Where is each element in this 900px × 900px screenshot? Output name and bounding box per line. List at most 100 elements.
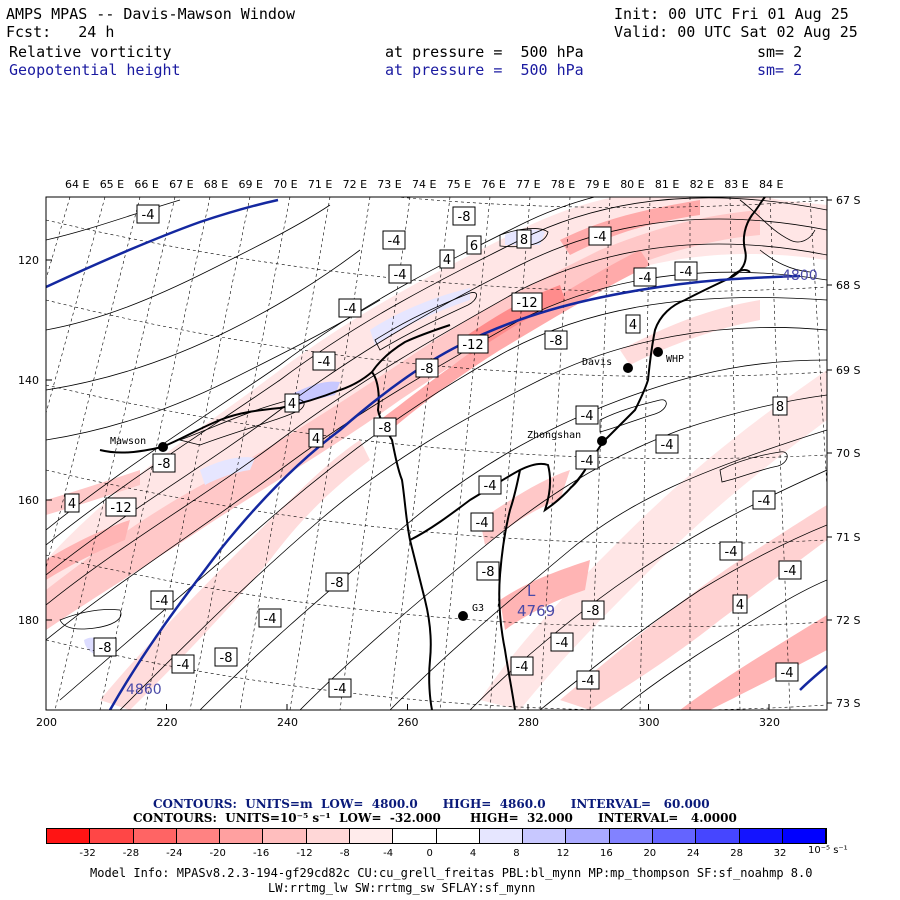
vort-label-box [382,230,406,250]
colorbar [46,828,827,844]
station-dot [653,347,663,357]
height-label-top: 4800 [782,268,818,284]
station-dot [597,436,607,446]
top-tick-label: 64 E [65,178,89,191]
vort-label-box [476,561,500,581]
top-tick-label: 82 E [690,178,714,191]
colorbar-label: -28 [122,848,140,859]
right-tick-label: 72 S [836,614,860,627]
vort-label: 4 [629,318,637,333]
vort-label-box [150,590,174,610]
colorbar-swatch [782,829,827,843]
colorbar-swatch [306,829,350,843]
vort-label: -8 [379,421,392,436]
colorbar-swatch [176,829,221,843]
colorbar-label: 32 [773,848,787,859]
colorbar-swatch [523,829,567,843]
vort-label: -8 [158,457,171,472]
station-label: WHP [666,354,684,365]
low-marker: L [527,582,536,600]
left-tick-label: 160 [18,494,39,507]
top-tick-label: 78 E [551,178,575,191]
right-tick-label: 73 S [836,697,860,710]
vort-label-box [575,450,599,470]
top-tick-label: 83 E [724,178,748,191]
vort-label-box [64,493,80,513]
vort-label: -8 [220,651,233,666]
top-tick-label: 74 E [412,178,436,191]
top-tick-label: 75 E [447,178,471,191]
vort-label: -4 [264,612,277,627]
right-tick-label: 68 S [836,279,860,292]
vort-label-box [575,405,599,425]
vort-label: -4 [318,355,331,370]
top-tick-label: 76 E [481,178,505,191]
vorticity-labels: -4 -8 -4 8 -4 6 4 -4 -4 -4 -12 -4 4 -4 -8 -12 -8 -4 4 -8 4 -8… [64,204,802,698]
top-longitude-ticks: 64 E 65 E 66 E 67 E 68 E 69 E 70 E 71 E 72 E 73 E… [65,178,783,191]
vort-label: 8 [520,233,528,248]
right-tick-label: 70 S [836,447,860,460]
vort-label: -4 [661,438,674,453]
vort-label: -8 [331,576,344,591]
left-tick-label: 120 [18,254,39,267]
vort-label-box [457,334,489,354]
vort-label-box [625,314,641,334]
right-tick-label: 69 S [836,364,860,377]
vort-label-box [772,396,788,416]
vorticity-contour-info: CONTOURS: UNITS=10⁻⁵ s⁻¹ LOW= -32.000 HI… [133,811,737,825]
vort-label-box [466,235,482,255]
top-tick-label: 84 E [759,178,783,191]
top-tick-label: 66 E [134,178,158,191]
vort-label: -4 [334,682,347,697]
vort-label: -4 [388,234,401,249]
colorbar-label: -24 [166,848,183,859]
bottom-tick-label: 220 [157,716,178,729]
vort-label: -8 [99,641,112,656]
low-value: 4769 [517,602,555,620]
station-markers: Mawson Davis WHP Zhongshan G3 [110,347,684,621]
bottom-tick-label: 240 [277,716,298,729]
bottom-tick-label: 260 [398,716,419,729]
vort-label: 8 [776,400,784,415]
vort-label: -4 [758,494,771,509]
colorbar-swatch [436,829,480,843]
right-tick-label: 71 S [836,531,860,544]
station-label: Davis [582,357,612,368]
colorbar-label: -4 [383,848,394,859]
height-label-bottom: 4860 [126,682,162,698]
colorbar-label: 12 [556,848,570,859]
vort-label-box [105,497,137,517]
vort-label-box [511,292,543,312]
vort-label: -4 [344,302,357,317]
vort-label: 4 [68,497,76,512]
vort-label-box [576,670,600,690]
vort-label-box [775,662,799,682]
field2-smooth: sm= 2 [757,61,803,79]
vort-label-box [388,264,412,284]
vort-label-box [439,249,455,269]
bottom-tick-label: 320 [759,716,780,729]
vort-label-box [136,204,160,224]
colorbar-label: -8 [339,848,350,859]
colorbar-swatch [652,829,697,843]
field1-level: at pressure = 500 hPa [385,43,584,61]
vort-label: -4 [582,674,595,689]
vort-label: -8 [587,604,600,619]
vort-label: 6 [470,239,478,254]
vort-label: -4 [476,516,489,531]
vort-label: -8 [458,210,471,225]
left-tick-label: 180 [18,614,39,627]
station-dot [458,611,468,621]
map-canvas: -4 -8 -4 8 -4 6 4 -4 -4 -4 -12 -4 4 -4 -8 -12 -8 -4 4 -8 4 -8… [18,178,860,729]
top-tick-label: 65 E [100,178,124,191]
right-tick-label: 67 S [836,194,860,207]
height-contours [46,198,827,710]
vort-label-box [373,417,397,437]
vort-label-box [674,261,698,281]
bottom-x-ticks: 200 220 240 260 280 300 320 [36,704,780,729]
bottom-tick-label: 300 [639,716,660,729]
top-tick-label: 81 E [655,178,679,191]
vort-label: 4 [312,432,320,447]
vort-label-box [214,647,238,667]
colorbar-swatch [263,829,307,843]
